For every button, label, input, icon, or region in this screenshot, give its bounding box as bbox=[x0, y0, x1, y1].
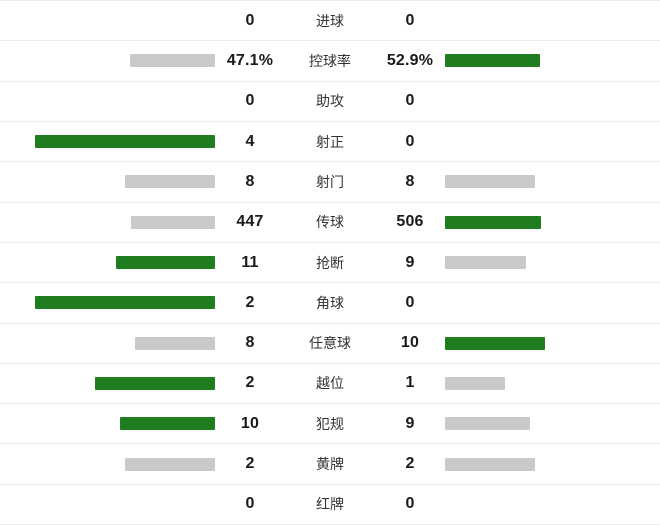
home-stat-value: 2 bbox=[245, 374, 255, 392]
away-stat-value: 9 bbox=[405, 253, 415, 271]
home-bar bbox=[125, 175, 215, 189]
stat-row: 8 任意球 10 bbox=[0, 324, 660, 364]
away-bar-track bbox=[445, 417, 625, 431]
home-stat-value: 0 bbox=[245, 11, 255, 29]
away-bar-track bbox=[445, 256, 625, 270]
home-bar bbox=[130, 54, 215, 68]
stat-label: 传球 bbox=[316, 214, 344, 231]
home-stat-value: 47.1% bbox=[226, 51, 274, 69]
away-stat-value: 0 bbox=[405, 92, 415, 110]
away-bar bbox=[445, 215, 541, 229]
stat-row: 0 红牌 0 bbox=[0, 485, 660, 525]
home-bar-track bbox=[35, 215, 215, 229]
home-stat-value: 8 bbox=[245, 334, 255, 352]
stat-label: 控球率 bbox=[309, 52, 351, 69]
away-stat-value: 8 bbox=[405, 172, 415, 190]
home-bar bbox=[95, 376, 215, 390]
stat-row: 47.1% 控球率 52.9% bbox=[0, 41, 660, 82]
home-bar-track bbox=[35, 175, 215, 189]
stat-row: 2 角球 0 bbox=[0, 283, 660, 324]
home-stat-value: 0 bbox=[245, 495, 255, 513]
home-bar-track bbox=[35, 135, 215, 149]
stat-row: 0 助攻 0 bbox=[0, 82, 660, 122]
away-stat-value: 0 bbox=[405, 495, 415, 513]
away-stat-value: 0 bbox=[405, 293, 415, 311]
stat-row: 2 黄牌 2 bbox=[0, 444, 660, 485]
away-bar bbox=[445, 457, 535, 471]
home-stat-value: 0 bbox=[245, 92, 255, 110]
stat-label: 助攻 bbox=[316, 93, 344, 110]
away-bar-track bbox=[445, 498, 625, 511]
home-bar-track bbox=[35, 376, 215, 390]
away-stat-value: 0 bbox=[405, 132, 415, 150]
stat-label: 射门 bbox=[316, 173, 344, 190]
stat-label: 抢断 bbox=[316, 254, 344, 271]
away-stat-value: 506 bbox=[396, 213, 424, 231]
away-bar-track bbox=[445, 376, 625, 390]
stat-row: 10 犯规 9 bbox=[0, 404, 660, 445]
home-bar-track bbox=[35, 54, 215, 68]
away-bar-track bbox=[445, 175, 625, 189]
home-bar bbox=[135, 336, 215, 350]
stat-label: 红牌 bbox=[316, 496, 344, 513]
stat-label: 进球 bbox=[316, 12, 344, 29]
away-stat-value: 1 bbox=[405, 374, 415, 392]
home-bar-track bbox=[35, 498, 215, 511]
home-bar bbox=[125, 457, 215, 471]
home-stat-value: 4 bbox=[245, 132, 255, 150]
home-stat-value: 10 bbox=[240, 414, 260, 432]
stat-label: 黄牌 bbox=[316, 456, 344, 473]
home-stat-value: 2 bbox=[245, 455, 255, 473]
stat-row: 2 越位 1 bbox=[0, 364, 660, 405]
home-bar-track bbox=[35, 256, 215, 270]
stat-label: 犯规 bbox=[316, 415, 344, 432]
home-bar bbox=[116, 256, 215, 270]
stat-label: 越位 bbox=[316, 375, 344, 392]
away-stat-value: 0 bbox=[405, 11, 415, 29]
away-stat-value: 52.9% bbox=[386, 51, 434, 69]
away-bar-track bbox=[445, 215, 625, 229]
away-bar-track bbox=[445, 14, 625, 27]
away-bar bbox=[445, 54, 541, 68]
stat-row: 4 射正 0 bbox=[0, 122, 660, 163]
away-bar-track bbox=[445, 95, 625, 108]
away-stat-value: 10 bbox=[400, 334, 420, 352]
home-stat-value: 2 bbox=[245, 293, 255, 311]
stat-row: 447 传球 506 bbox=[0, 203, 660, 243]
away-bar bbox=[445, 175, 535, 189]
stat-label: 射正 bbox=[316, 133, 344, 150]
away-bar-track bbox=[445, 457, 625, 471]
home-bar-track bbox=[35, 296, 215, 310]
home-bar-track bbox=[35, 336, 215, 350]
home-bar bbox=[35, 296, 215, 310]
home-bar-track bbox=[35, 457, 215, 471]
away-bar-track bbox=[445, 135, 625, 148]
away-bar bbox=[445, 256, 526, 270]
stat-label: 任意球 bbox=[309, 335, 351, 352]
away-bar bbox=[445, 336, 545, 350]
away-stat-value: 2 bbox=[405, 455, 415, 473]
home-bar-track bbox=[35, 14, 215, 27]
away-bar-track bbox=[445, 336, 625, 350]
stat-row: 11 抢断 9 bbox=[0, 243, 660, 284]
stat-label: 角球 bbox=[316, 294, 344, 311]
away-stat-value: 9 bbox=[405, 414, 415, 432]
home-stat-value: 447 bbox=[236, 213, 264, 231]
home-bar bbox=[35, 135, 215, 149]
stat-row: 0 进球 0 bbox=[0, 1, 660, 42]
home-bar-track bbox=[35, 95, 215, 108]
stat-row: 8 射门 8 bbox=[0, 162, 660, 203]
away-bar bbox=[445, 376, 505, 390]
home-stat-value: 11 bbox=[241, 253, 259, 271]
home-bar bbox=[120, 417, 215, 431]
away-bar bbox=[445, 417, 531, 431]
away-bar-track bbox=[445, 54, 625, 68]
away-bar-track bbox=[445, 296, 625, 309]
home-bar-track bbox=[35, 417, 215, 431]
home-stat-value: 8 bbox=[245, 172, 255, 190]
home-bar bbox=[130, 215, 215, 229]
